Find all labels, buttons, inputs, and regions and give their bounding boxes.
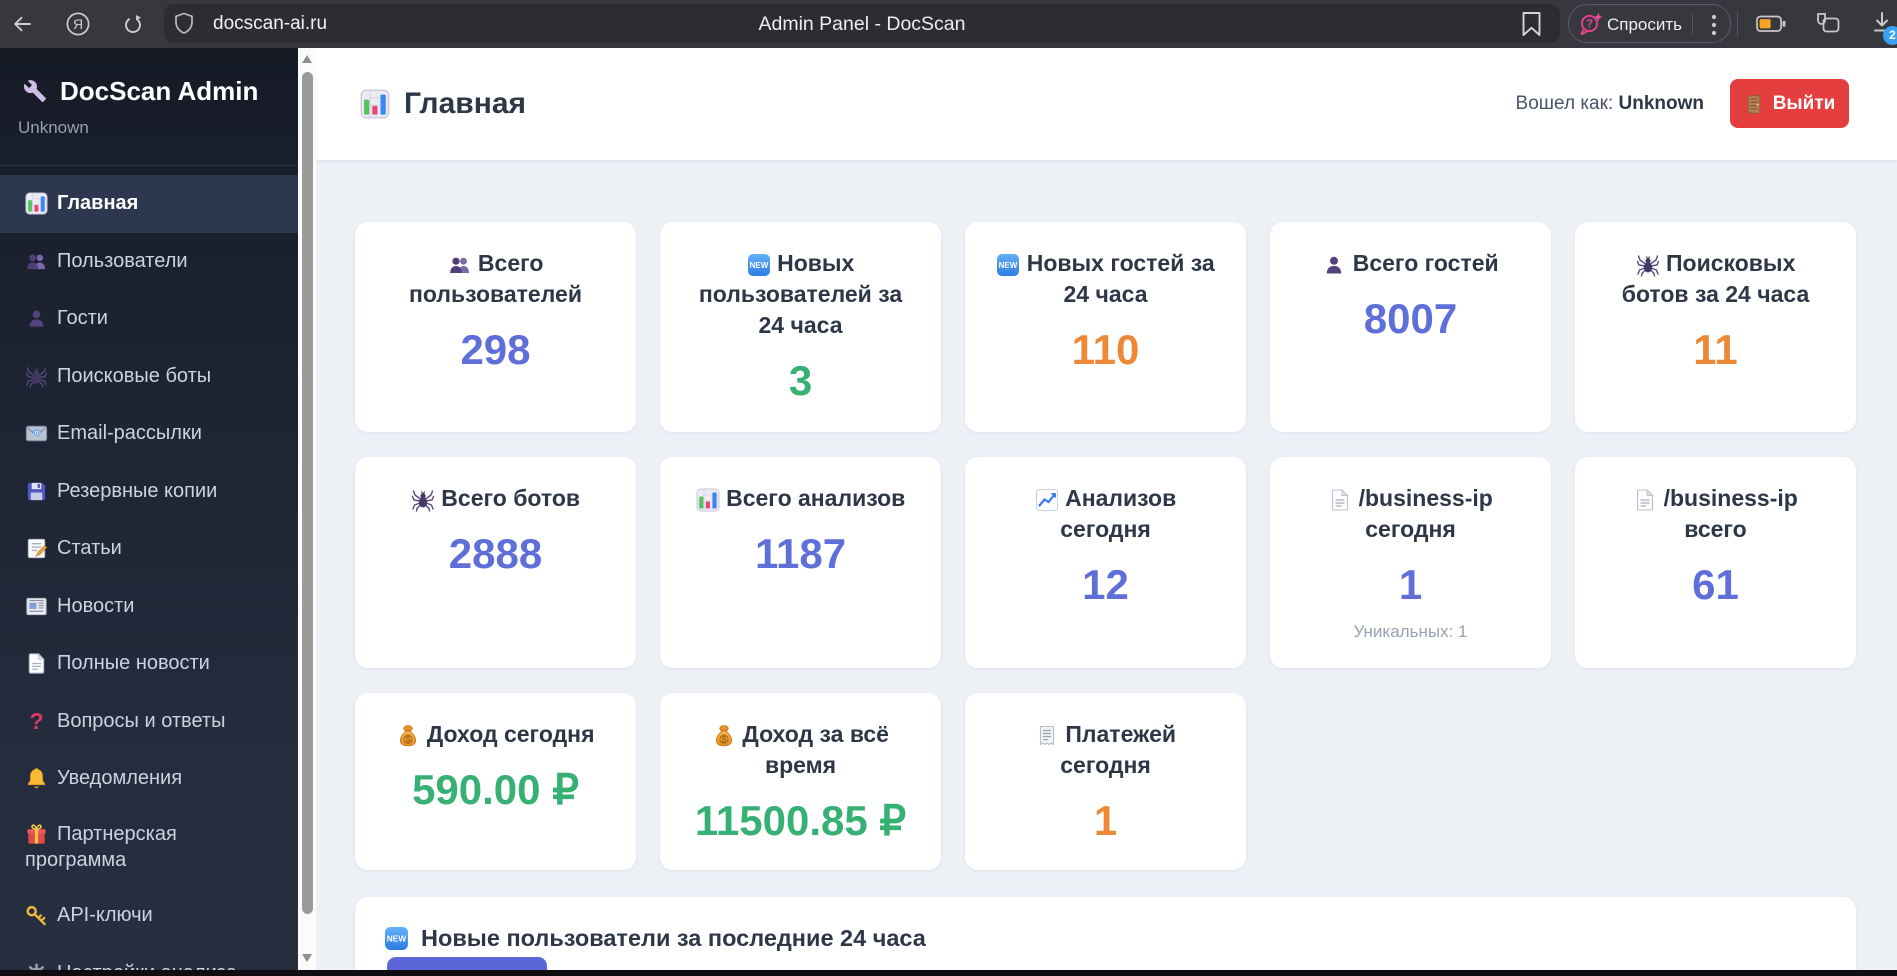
svg-text:Я: Я bbox=[73, 16, 83, 32]
svg-text:?: ? bbox=[1586, 19, 1593, 31]
